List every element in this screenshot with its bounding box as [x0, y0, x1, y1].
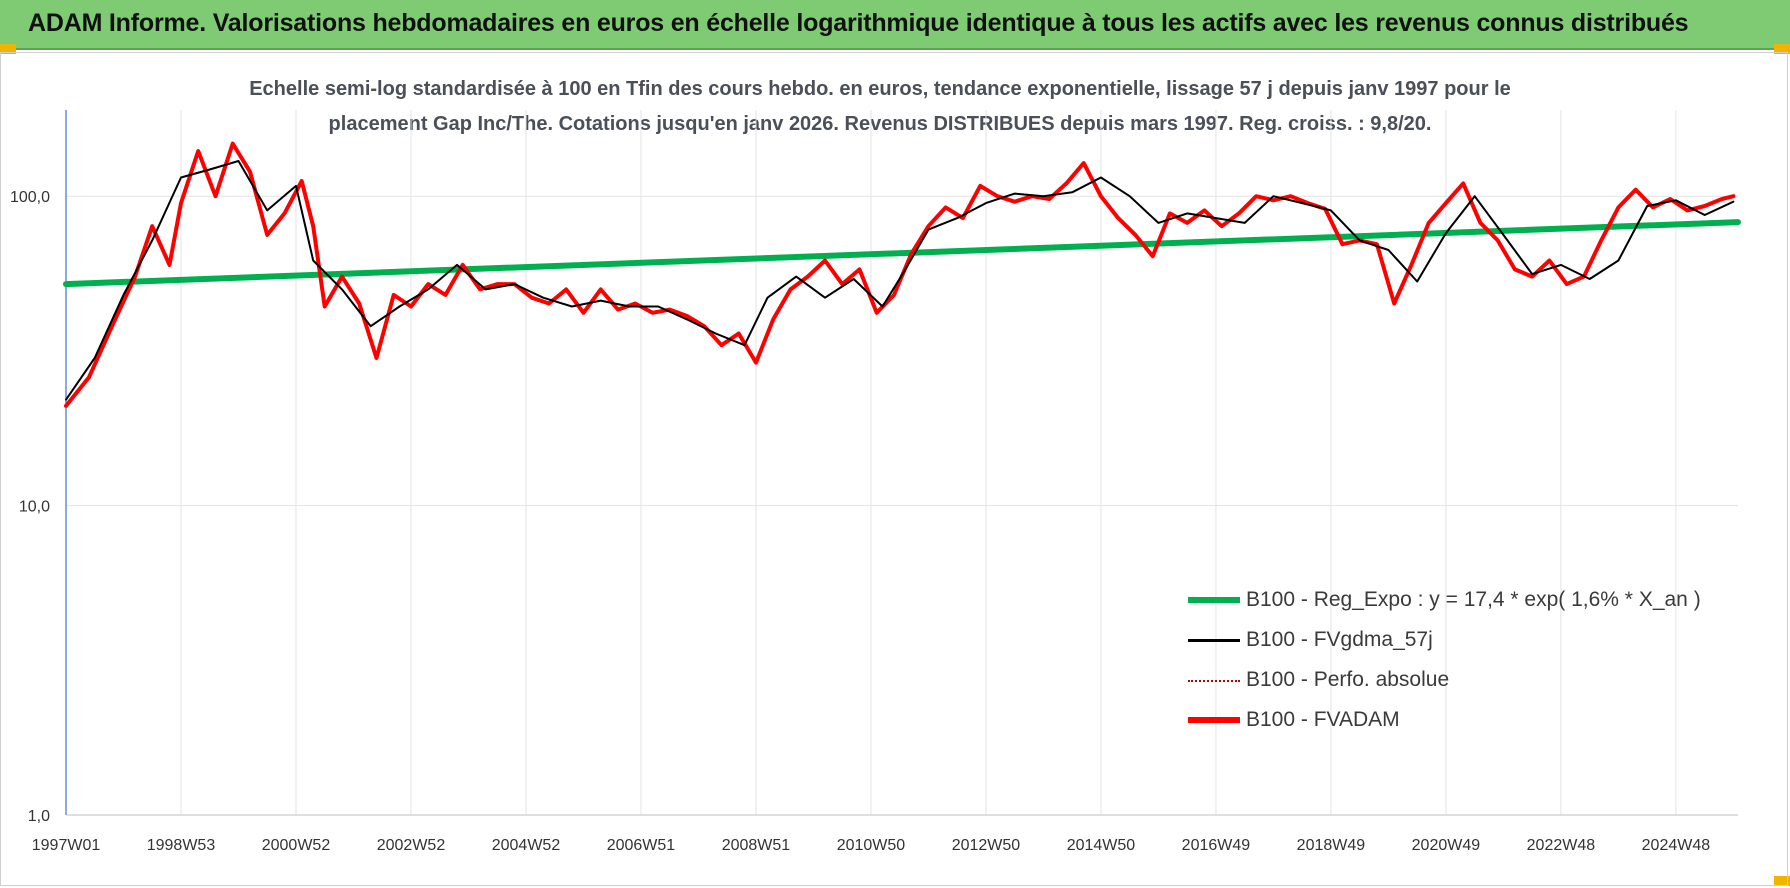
- x-tick-label-2: 2000W52: [262, 837, 331, 854]
- page-title: ADAM Informe. Valorisations hebdomadaire…: [28, 9, 1689, 37]
- x-tick-label-12: 2020W49: [1412, 837, 1481, 854]
- chart-frame: [0, 52, 1788, 886]
- x-tick-label-11: 2018W49: [1297, 837, 1366, 854]
- legend-label-absolute-performance: B100 - Perfo. absolue: [1246, 668, 1450, 691]
- corner-marker-bottom-right: [1774, 876, 1790, 886]
- chart-subtitle-line-1: Echelle semi-log standardisée à 100 en T…: [249, 78, 1511, 100]
- legend-swatch-regression: [1188, 597, 1240, 603]
- legend-swatch-absolute-performance: [1188, 680, 1240, 682]
- x-tick-label-9: 2014W50: [1067, 837, 1136, 854]
- legend-label-regression: B100 - Reg_Expo : y = 17,4 * exp( 1,6% *…: [1246, 588, 1701, 611]
- x-tick-label-7: 2010W50: [837, 837, 906, 854]
- x-tick-label-8: 2012W50: [952, 837, 1021, 854]
- title-banner: ADAM Informe. Valorisations hebdomadaire…: [0, 0, 1790, 50]
- x-tick-label-10: 2016W49: [1182, 837, 1251, 854]
- y-tick-label-2: 100,0: [10, 189, 50, 206]
- chart-subtitle: Echelle semi-log standardisée à 100 en T…: [170, 72, 1590, 142]
- x-tick-label-1: 1998W53: [147, 837, 216, 854]
- chart-subtitle-line-2: placement Gap Inc/The. Cotations jusqu'e…: [328, 113, 1432, 135]
- series-line-regression: [63, 219, 1741, 288]
- x-tick-label-4: 2004W52: [492, 837, 561, 854]
- x-tick-label-5: 2006W51: [607, 837, 676, 854]
- x-tick-label-6: 2008W51: [722, 837, 791, 854]
- legend-label-moving-average: B100 - FVgdma_57j: [1246, 628, 1433, 651]
- corner-marker-top-left: [0, 44, 16, 54]
- corner-marker-top-right: [1774, 44, 1790, 54]
- x-tick-label-14: 2024W48: [1642, 837, 1711, 854]
- x-tick-label-3: 2002W52: [377, 837, 446, 854]
- legend-swatch-moving-average: [1188, 639, 1240, 642]
- y-tick-label-0: 1,0: [28, 808, 50, 825]
- x-tick-label-13: 2022W48: [1527, 837, 1596, 854]
- y-tick-label-1: 10,0: [19, 499, 50, 516]
- legend-swatch-fvadam: [1188, 717, 1240, 723]
- x-tick-label-0: 1997W01: [32, 837, 101, 854]
- series-line-moving-average: [65, 160, 1735, 401]
- legend-label-fvadam: B100 - FVADAM: [1246, 708, 1400, 731]
